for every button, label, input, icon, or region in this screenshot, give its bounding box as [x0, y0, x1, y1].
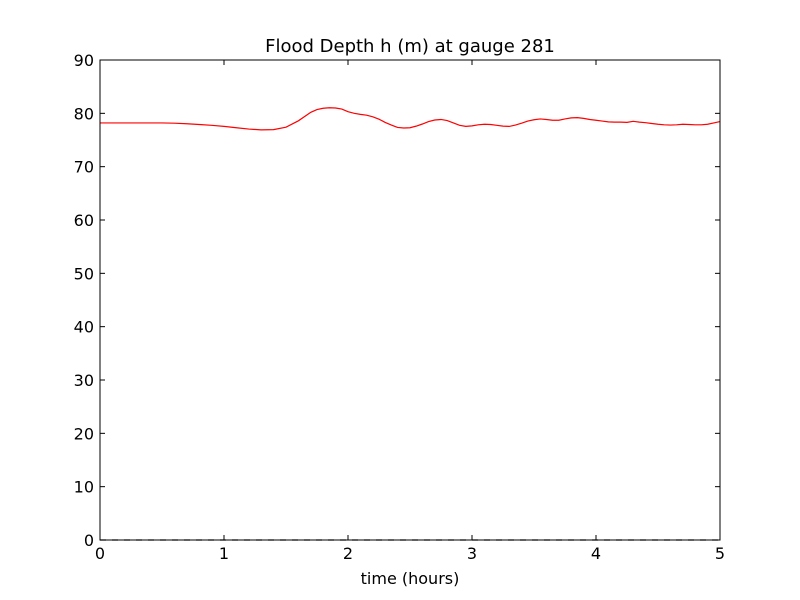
- y-tick-label: 60: [74, 211, 94, 230]
- chart-title: Flood Depth h (m) at gauge 281: [265, 36, 555, 57]
- flood-depth-series-line: [100, 107, 721, 131]
- y-tick-label: 10: [74, 478, 94, 497]
- x-tick-label: 3: [467, 544, 477, 563]
- x-tick-label: 4: [591, 544, 601, 563]
- y-tick-label: 50: [74, 264, 94, 283]
- y-tick-label: 30: [74, 371, 94, 390]
- y-tick-label: 0: [84, 531, 94, 550]
- y-tick-label: 70: [74, 158, 94, 177]
- plot-frame: [99, 59, 721, 541]
- x-axis-label: time (hours): [361, 569, 460, 588]
- y-tick-label: 40: [74, 318, 94, 337]
- y-tick-label: 20: [74, 424, 94, 443]
- x-tick-label: 1: [219, 544, 229, 563]
- y-tick-label: 90: [74, 51, 94, 70]
- x-tick-label: 2: [343, 544, 353, 563]
- x-tick-label: 0: [95, 544, 105, 563]
- y-tick-label: 80: [74, 104, 94, 123]
- x-tick-label: 5: [715, 544, 725, 563]
